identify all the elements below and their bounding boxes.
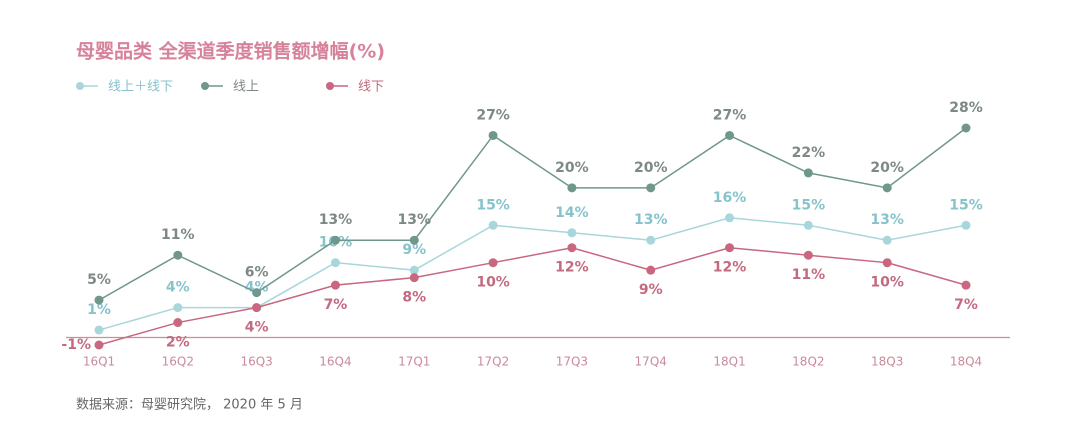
data-label: 4% [245, 320, 269, 336]
data-label: 4% [245, 280, 269, 296]
source-note: 数据来源：母婴研究院， 2020 年 5 月 [76, 398, 303, 413]
x-tick-label: 16Q3 [240, 355, 272, 369]
data-point [488, 130, 498, 140]
data-label: 11% [792, 267, 826, 283]
data-label: 5% [87, 272, 111, 288]
x-tick-label: 17Q2 [477, 355, 509, 369]
x-tick-label: 17Q3 [556, 355, 588, 369]
legend-marker [76, 82, 84, 90]
data-label: 15% [476, 197, 510, 213]
data-label: 10% [870, 275, 904, 291]
data-point [409, 273, 419, 283]
data-point [646, 265, 656, 275]
data-point [646, 235, 656, 245]
data-point [725, 130, 735, 140]
data-label: 1% [87, 302, 111, 318]
data-point [646, 183, 656, 193]
data-point [961, 280, 971, 290]
data-label: 6% [245, 265, 269, 281]
data-label: 14% [555, 205, 589, 221]
data-label: 20% [555, 160, 589, 176]
data-label: 2% [166, 335, 190, 351]
legend-marker [326, 82, 334, 90]
data-point [173, 318, 183, 328]
data-label: 12% [713, 260, 747, 276]
data-label: 10% [476, 275, 510, 291]
data-label: 16% [713, 190, 747, 206]
data-label: 15% [949, 197, 983, 213]
data-label: 27% [713, 107, 747, 123]
chart-title: 母婴品类 全渠道季度销售额增幅(%) [76, 40, 385, 63]
data-point [961, 123, 971, 133]
x-tick-label: 17Q4 [635, 355, 667, 369]
series-line [98, 127, 967, 301]
data-point [409, 265, 419, 275]
data-label: 11% [161, 227, 195, 243]
data-label: 8% [402, 290, 426, 306]
data-point [330, 280, 340, 290]
legend-label: 线上 [233, 80, 259, 95]
legend-marker [201, 82, 209, 90]
data-label: 22% [792, 145, 826, 161]
data-label: 7% [324, 297, 348, 313]
data-point [725, 243, 735, 253]
data-label: 7% [954, 297, 978, 313]
data-point [330, 235, 340, 245]
data-point [94, 325, 104, 335]
data-label: 13% [870, 212, 904, 228]
data-point [173, 250, 183, 260]
data-label: 28% [949, 100, 983, 116]
data-point [252, 303, 262, 313]
data-point [803, 168, 813, 178]
data-label: 13% [319, 212, 353, 228]
data-label: 13% [398, 212, 432, 228]
data-label: 9% [402, 242, 426, 258]
data-label: 12% [555, 260, 589, 276]
data-label: 27% [476, 107, 510, 123]
data-label: 4% [166, 280, 190, 296]
x-tick-label: 18Q1 [713, 355, 745, 369]
data-point [409, 235, 419, 245]
x-tick-label: 16Q2 [162, 355, 194, 369]
x-tick-label: 16Q1 [83, 355, 115, 369]
x-tick-label: 18Q4 [950, 355, 982, 369]
data-point [94, 340, 104, 350]
x-tick-label: 17Q1 [398, 355, 430, 369]
x-tick-label: 18Q2 [792, 355, 824, 369]
data-point [567, 228, 577, 238]
data-label: 20% [870, 160, 904, 176]
data-label: 20% [634, 160, 668, 176]
data-point [882, 183, 892, 193]
x-tick-label: 16Q4 [319, 355, 351, 369]
legend-label: 线下 [358, 80, 384, 95]
data-point [567, 183, 577, 193]
data-point [330, 258, 340, 268]
data-point [882, 235, 892, 245]
x-tick-label: 18Q3 [871, 355, 903, 369]
data-label: 13% [634, 212, 668, 228]
data-label: 15% [792, 197, 826, 213]
data-point [252, 288, 262, 298]
data-point [488, 258, 498, 268]
data-label: 9% [639, 282, 663, 298]
data-label: -1% [61, 337, 91, 353]
series-line [98, 217, 967, 331]
data-point [173, 303, 183, 313]
data-point [803, 250, 813, 260]
legend-label: 线上＋线下 [108, 80, 173, 95]
data-point [961, 220, 971, 230]
series-line [98, 246, 967, 346]
data-point [488, 220, 498, 230]
data-point [803, 220, 813, 230]
data-point [94, 295, 104, 305]
data-point [882, 258, 892, 268]
data-point [725, 213, 735, 223]
data-point [567, 243, 577, 253]
